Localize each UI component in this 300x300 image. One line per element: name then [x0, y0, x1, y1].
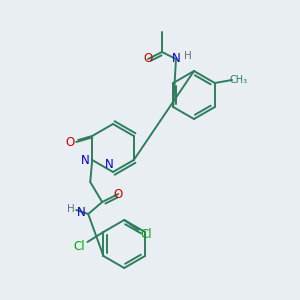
Text: O: O: [114, 188, 123, 200]
Text: N: N: [172, 52, 180, 65]
Text: O: O: [66, 136, 75, 148]
Text: Cl: Cl: [140, 229, 152, 242]
Text: H: H: [184, 51, 192, 61]
Text: CH₃: CH₃: [230, 75, 248, 85]
Text: N: N: [105, 158, 113, 170]
Text: N: N: [81, 154, 90, 166]
Text: O: O: [143, 52, 153, 65]
Text: Cl: Cl: [74, 241, 85, 254]
Text: N: N: [77, 206, 85, 220]
Text: H: H: [67, 204, 75, 214]
